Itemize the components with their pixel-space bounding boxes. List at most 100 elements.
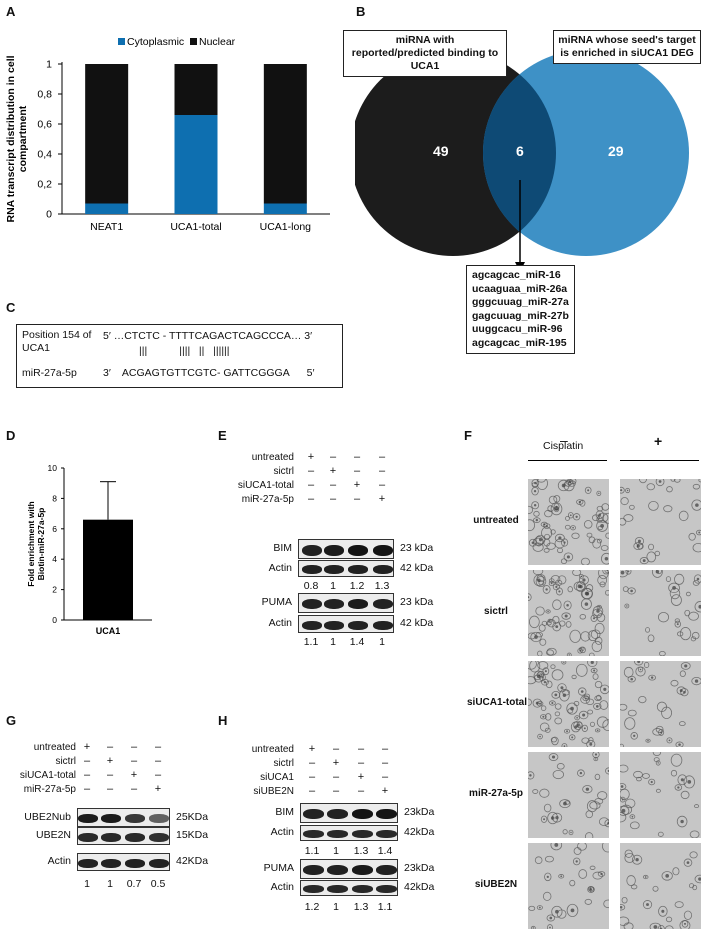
cell-nucleus	[555, 909, 559, 914]
blot-band	[149, 858, 169, 868]
cell-nucleus	[647, 739, 649, 742]
blot-protein-label: Actin	[47, 855, 71, 867]
blot-band	[78, 814, 98, 823]
cell-nucleus	[563, 801, 567, 806]
row-label: untreated	[473, 515, 519, 526]
cell-nucleus	[566, 603, 569, 607]
blot-size-label: 23kDa	[404, 806, 435, 818]
condition-label: sictrl	[273, 758, 294, 769]
cell-nucleus	[584, 602, 589, 606]
cell	[558, 620, 566, 627]
y-tick-label: 0,6	[37, 119, 52, 131]
cell-nucleus	[535, 518, 539, 522]
blot-protein-label: BIM	[273, 542, 292, 554]
cell	[588, 536, 596, 544]
legend-label: Cytoplasmic	[127, 36, 184, 48]
quantification-value: 1.1	[303, 636, 319, 648]
cell	[533, 510, 540, 517]
condition-sign: –	[83, 755, 91, 767]
condition-sign: +	[106, 755, 114, 767]
cell	[593, 756, 599, 762]
cell	[629, 821, 640, 830]
panel-label-g: G	[6, 713, 17, 728]
cell-texture	[620, 479, 701, 565]
condition-sign: –	[106, 783, 114, 795]
cell-nucleus	[589, 742, 593, 746]
quantification-value: 1.1	[304, 845, 320, 857]
blot-protein-label: PUMA	[263, 862, 294, 874]
cell	[579, 614, 587, 620]
cell	[554, 717, 563, 725]
blot-band	[373, 544, 393, 556]
mirna-item: ucaaguaa_miR-26a	[472, 282, 568, 295]
blot-size-label: 42 kDa	[400, 617, 434, 629]
cell-nucleus	[568, 654, 570, 656]
cell	[540, 815, 548, 823]
cell	[592, 871, 603, 880]
blot-band	[302, 599, 322, 609]
cell-nucleus	[550, 816, 555, 820]
blot-band	[326, 885, 348, 893]
quantification-value: 1.4	[349, 636, 365, 648]
cell	[560, 538, 569, 547]
cell-nucleus	[538, 538, 543, 542]
condition-sign: +	[308, 743, 316, 755]
overlap-mirna-list: agcagcac_miR-16 ucaaguaa_miR-26a gggcuua…	[466, 265, 575, 354]
panel-label-d: D	[6, 428, 16, 443]
cell-nucleus	[665, 874, 669, 878]
cell	[694, 601, 701, 613]
condition-sign: –	[353, 451, 361, 463]
cell-nucleus	[576, 723, 580, 727]
cell	[674, 479, 681, 483]
cell	[566, 702, 578, 715]
cell-nucleus	[528, 596, 530, 599]
cell	[547, 619, 556, 628]
condition-sign: –	[329, 479, 337, 491]
cell	[670, 479, 676, 482]
cell-nucleus	[627, 570, 630, 573]
venn-left-title: miRNA with reported/predicted binding to…	[343, 30, 507, 77]
cell	[588, 652, 595, 656]
cell-nucleus	[547, 610, 549, 613]
cell	[672, 867, 680, 876]
cell	[550, 529, 556, 535]
bar-segment	[174, 64, 218, 115]
condition-label: siUCA1	[260, 772, 294, 783]
cell	[663, 505, 673, 513]
condition-sign: +	[332, 757, 340, 769]
cell	[589, 721, 595, 727]
cell	[655, 725, 664, 734]
cell	[542, 667, 550, 676]
cell-nucleus	[621, 808, 626, 813]
cell	[635, 666, 646, 677]
cell	[596, 716, 609, 728]
cell	[571, 532, 580, 540]
column-rule	[620, 460, 699, 461]
y-axis-title: Fold enrichment withBiotin-miR-27a-5p	[26, 501, 46, 586]
cell-nucleus	[582, 713, 586, 717]
cell	[572, 570, 582, 576]
cell	[554, 533, 565, 543]
cell	[546, 914, 556, 922]
cell	[596, 538, 603, 544]
cell	[563, 728, 571, 734]
cell	[585, 584, 594, 592]
cell-nucleus	[533, 504, 537, 507]
cell-nucleus	[572, 526, 574, 529]
cell	[552, 769, 565, 780]
cell	[587, 661, 598, 668]
cell	[642, 874, 649, 880]
cell	[620, 517, 627, 526]
quantification-value: 1.2	[304, 901, 320, 913]
cell	[692, 483, 701, 490]
quantification-value: 1.4	[377, 845, 393, 857]
cell	[624, 717, 636, 730]
y-tick-label: 4	[52, 554, 57, 564]
cell	[652, 728, 663, 736]
cell-nucleus	[533, 490, 537, 493]
cell	[587, 886, 595, 893]
blot-strip	[77, 808, 170, 827]
condition-sign: –	[308, 771, 316, 783]
cell	[580, 695, 591, 704]
condition-sign: –	[308, 757, 316, 769]
